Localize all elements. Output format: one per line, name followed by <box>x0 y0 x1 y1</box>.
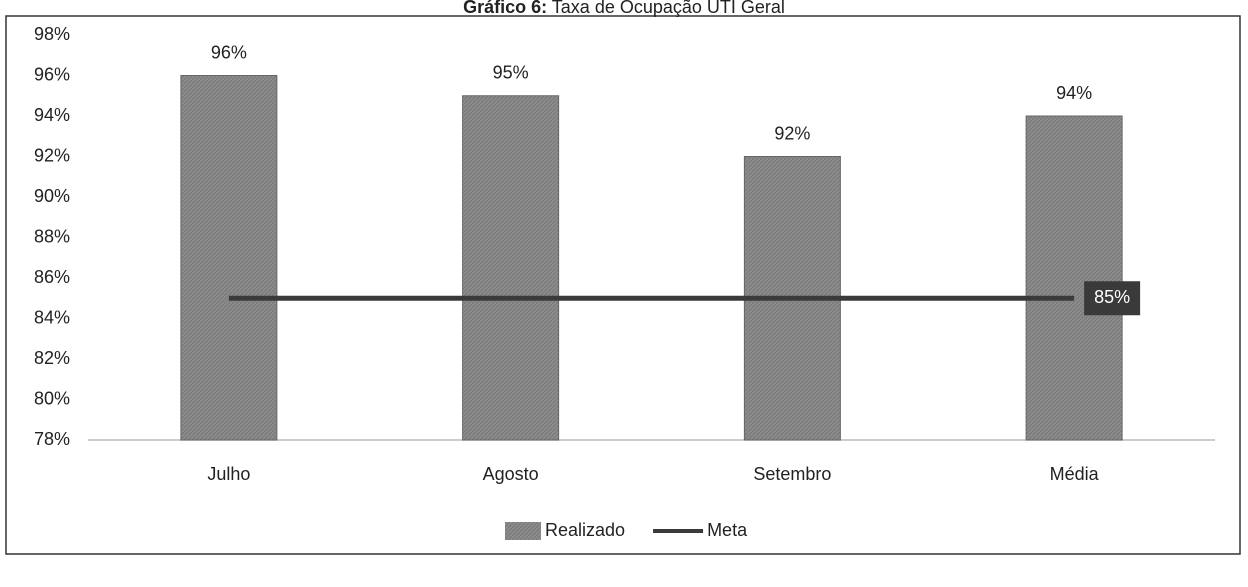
y-tick-label: 86% <box>34 267 70 287</box>
legend-label: Realizado <box>545 520 625 540</box>
y-tick-label: 84% <box>34 307 70 327</box>
x-tick-label: Média <box>1050 464 1100 484</box>
data-label: 94% <box>1056 83 1092 103</box>
bar <box>180 75 278 441</box>
x-tick-label: Agosto <box>483 464 539 484</box>
chart-border <box>5 15 1241 555</box>
y-tick-label: 96% <box>34 64 70 84</box>
legend-swatch <box>505 522 541 540</box>
legend-label: Meta <box>707 520 748 540</box>
y-tick-label: 80% <box>34 388 70 408</box>
data-label: 96% <box>211 42 247 62</box>
x-tick-label: Julho <box>207 464 250 484</box>
y-tick-label: 92% <box>34 145 70 165</box>
y-tick-label: 90% <box>34 186 70 206</box>
data-label: 92% <box>774 123 810 143</box>
y-tick-label: 94% <box>34 105 70 125</box>
y-tick-label: 88% <box>34 226 70 246</box>
bar <box>1025 115 1123 441</box>
end-label-box <box>1084 281 1141 316</box>
y-tick-label: 78% <box>34 429 70 449</box>
y-tick-label: 82% <box>34 348 70 368</box>
data-label: 95% <box>493 63 529 83</box>
chart-title-label: Gráfico 6: <box>463 0 547 17</box>
chart-title-group: Gráfico 6: Taxa de Ocupação UTI Geral <box>463 0 785 17</box>
x-tick-label: Setembro <box>753 464 831 484</box>
end-label: 85% <box>1094 287 1130 307</box>
bar <box>462 95 560 441</box>
y-tick-label: 98% <box>34 24 70 44</box>
chart-title: Taxa de Ocupação UTI Geral <box>552 0 785 17</box>
